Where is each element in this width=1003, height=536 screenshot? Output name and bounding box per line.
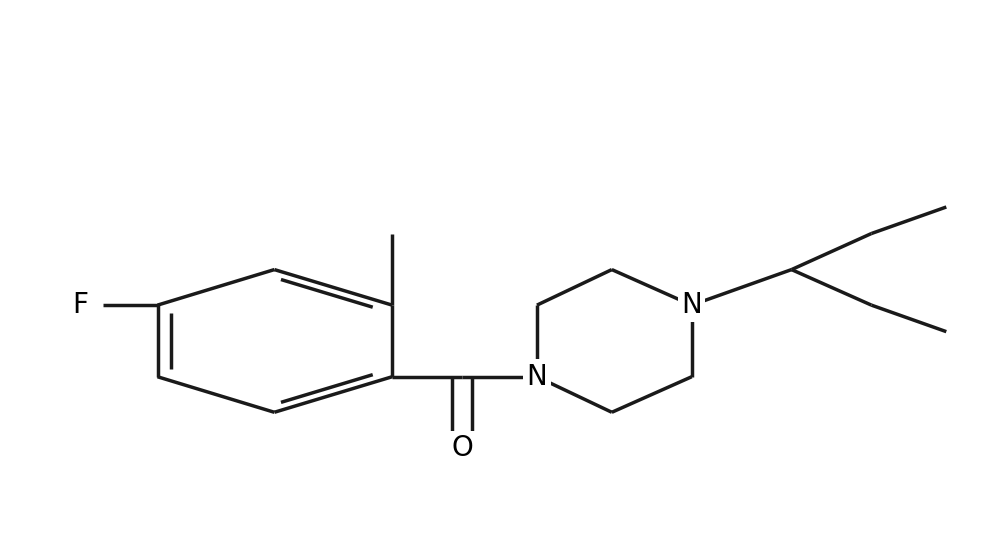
Text: F: F	[72, 291, 88, 319]
Text: N: N	[681, 291, 701, 319]
Text: O: O	[450, 434, 472, 463]
Text: N: N	[526, 363, 547, 391]
